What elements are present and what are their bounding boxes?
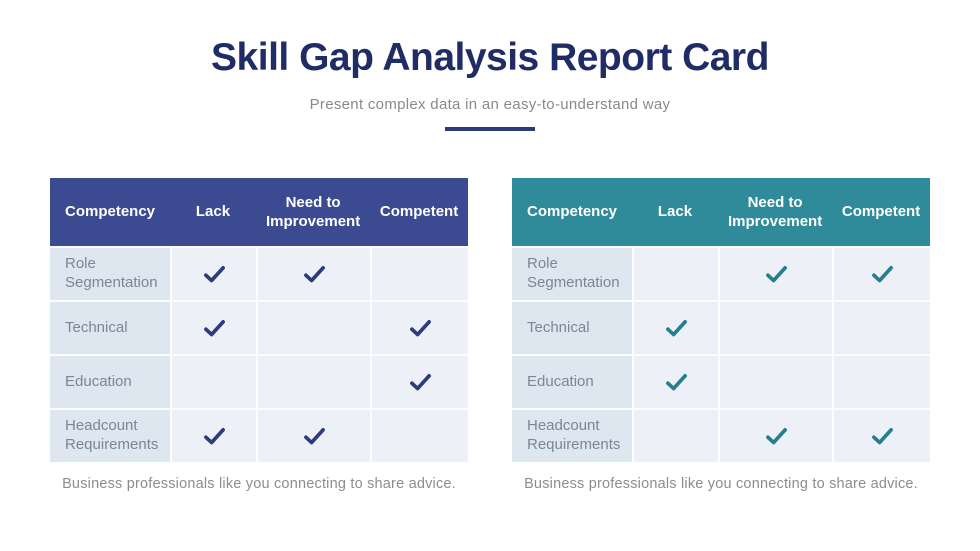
checkmark-icon bbox=[203, 428, 225, 445]
table-caption: Business professionals like you connecti… bbox=[524, 476, 918, 492]
table-header-row: Competency Lack Need to Improvement Comp… bbox=[50, 178, 468, 246]
column-header-need-to-improvement: Need to Improvement bbox=[728, 193, 823, 231]
column-header-need-to-improvement: Need to Improvement bbox=[266, 193, 361, 231]
checkmark-icon bbox=[871, 266, 893, 283]
check-cell bbox=[370, 300, 468, 354]
checkmark-icon bbox=[665, 320, 687, 337]
checkmark-icon bbox=[203, 266, 225, 283]
skill-table-teal: Competency Lack Need to Improvement Comp… bbox=[512, 178, 930, 492]
table-row: Role Segmentation bbox=[512, 246, 930, 300]
check-cell bbox=[256, 408, 371, 462]
column-header-competency: Competency bbox=[527, 203, 618, 221]
check-cell bbox=[169, 246, 257, 300]
row-label: Technical bbox=[512, 300, 632, 354]
checkmark-icon bbox=[203, 320, 225, 337]
row-label: Education bbox=[50, 354, 170, 408]
page-subtitle: Present complex data in an easy-to-under… bbox=[309, 96, 671, 113]
check-cell bbox=[631, 246, 719, 300]
skill-table-navy: Competency Lack Need to Improvement Comp… bbox=[50, 178, 468, 492]
check-cell bbox=[832, 246, 930, 300]
check-cell bbox=[169, 300, 257, 354]
check-cell bbox=[169, 408, 257, 462]
column-header-competent: Competent bbox=[841, 203, 921, 221]
table-row: Headcount Requirements bbox=[512, 408, 930, 462]
table-row: Headcount Requirements bbox=[50, 408, 468, 462]
check-cell bbox=[256, 300, 371, 354]
check-cell bbox=[718, 246, 833, 300]
check-cell bbox=[169, 354, 257, 408]
column-header-competency: Competency bbox=[65, 203, 156, 221]
row-label: Headcount Requirements bbox=[512, 408, 632, 462]
row-label: Role Segmentation bbox=[50, 246, 170, 300]
table-row: Education bbox=[512, 354, 930, 408]
check-cell bbox=[718, 354, 833, 408]
check-cell bbox=[718, 408, 833, 462]
checkmark-icon bbox=[665, 374, 687, 391]
check-cell bbox=[256, 354, 371, 408]
checkmark-icon bbox=[409, 374, 431, 391]
check-cell bbox=[370, 246, 468, 300]
checkmark-icon bbox=[765, 266, 787, 283]
column-header-lack: Lack bbox=[195, 203, 231, 221]
table-header-row: Competency Lack Need to Improvement Comp… bbox=[512, 178, 930, 246]
check-cell bbox=[370, 408, 468, 462]
checkmark-icon bbox=[303, 428, 325, 445]
table-row: Role Segmentation bbox=[50, 246, 468, 300]
check-cell bbox=[256, 246, 371, 300]
checkmark-icon bbox=[303, 266, 325, 283]
table-row: Education bbox=[50, 354, 468, 408]
checkmark-icon bbox=[871, 428, 893, 445]
row-label: Role Segmentation bbox=[512, 246, 632, 300]
row-label: Headcount Requirements bbox=[50, 408, 170, 462]
title-divider bbox=[445, 127, 535, 131]
check-cell bbox=[832, 300, 930, 354]
row-label: Education bbox=[512, 354, 632, 408]
check-cell bbox=[832, 354, 930, 408]
column-header-competent: Competent bbox=[379, 203, 459, 221]
table-caption: Business professionals like you connecti… bbox=[62, 476, 456, 492]
check-cell bbox=[631, 300, 719, 354]
page-title: Skill Gap Analysis Report Card bbox=[211, 36, 769, 79]
check-cell bbox=[370, 354, 468, 408]
row-label: Technical bbox=[50, 300, 170, 354]
table-row: Technical bbox=[50, 300, 468, 354]
table-row: Technical bbox=[512, 300, 930, 354]
checkmark-icon bbox=[765, 428, 787, 445]
column-header-lack: Lack bbox=[657, 203, 693, 221]
check-cell bbox=[718, 300, 833, 354]
checkmark-icon bbox=[409, 320, 431, 337]
check-cell bbox=[631, 354, 719, 408]
check-cell bbox=[631, 408, 719, 462]
check-cell bbox=[832, 408, 930, 462]
